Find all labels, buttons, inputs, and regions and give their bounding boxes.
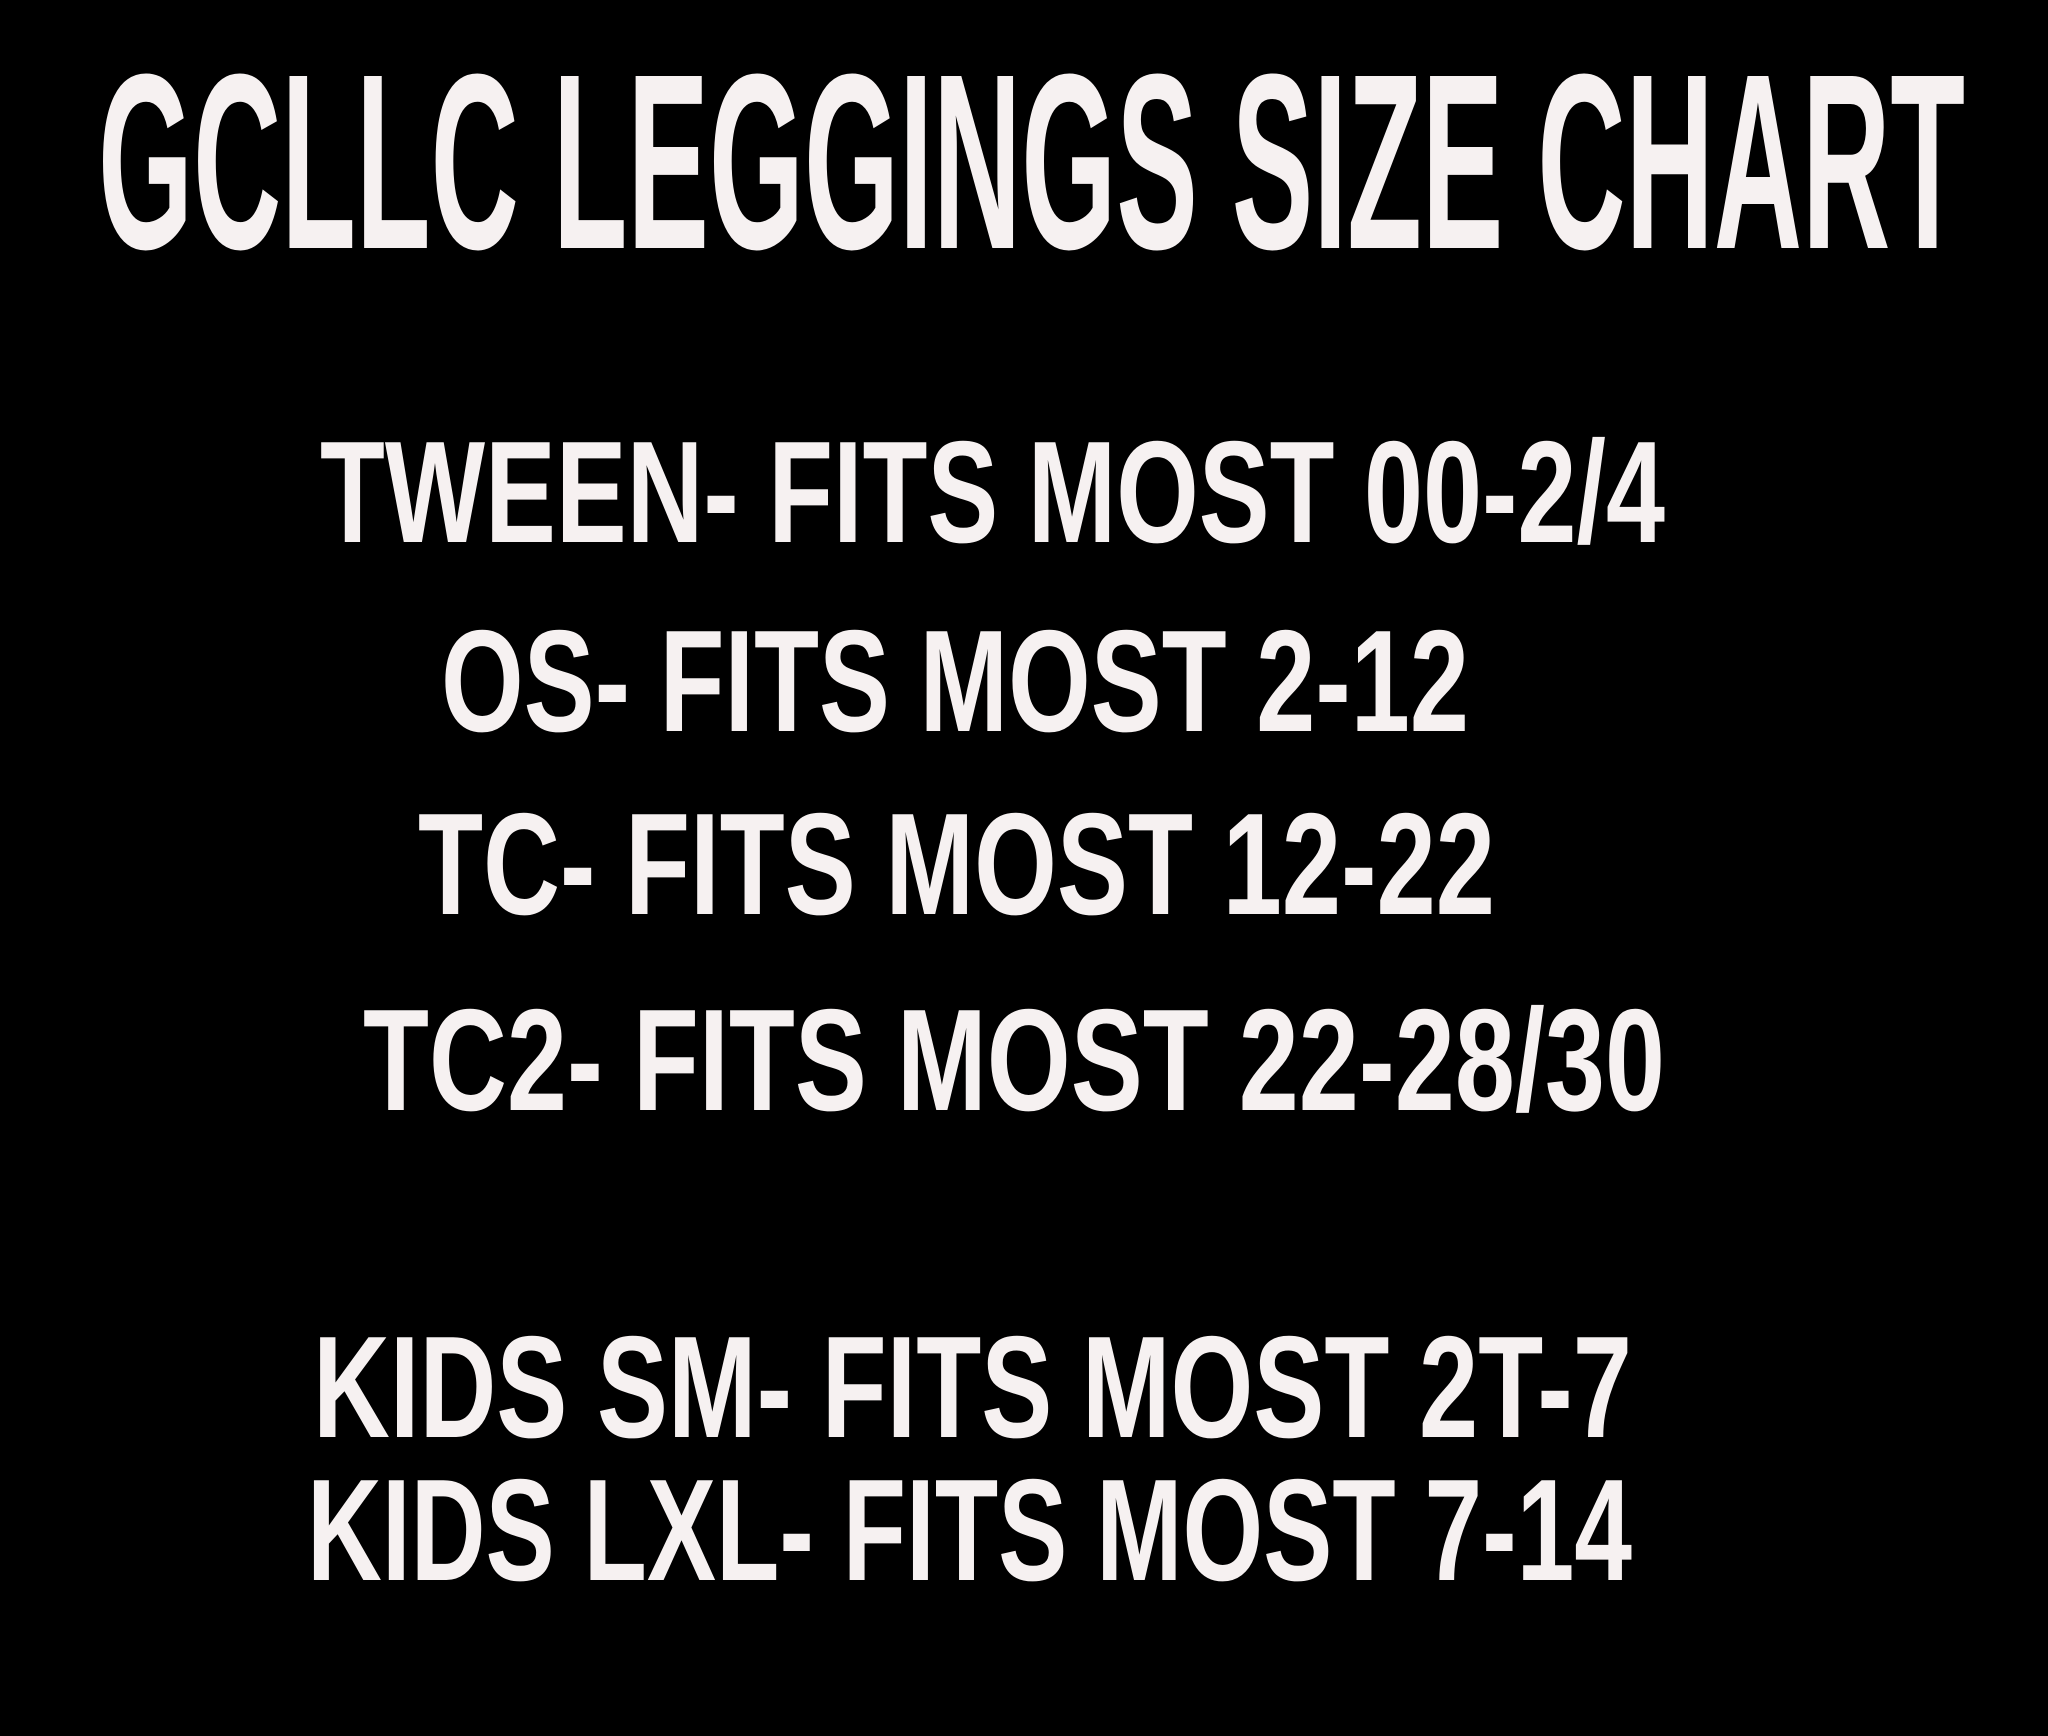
size-line-os: OS- FITS MOST 2-12 [441, 600, 1469, 762]
size-line-tc2: TC2- FITS MOST 22-28/30 [363, 979, 1665, 1141]
size-line-kids-sm: KIDS SM- FITS MOST 2T-7 [313, 1306, 1632, 1468]
size-line-tween: TWEEN- FITS MOST 00-2/4 [320, 411, 1665, 573]
chart-title: GCLLC LEGGINGS SIZE CHART [98, 22, 1965, 301]
size-line-kids-lxl: KIDS LXL- FITS MOST 7-14 [307, 1449, 1632, 1611]
size-line-tc: TC- FITS MOST 12-22 [418, 783, 1495, 945]
